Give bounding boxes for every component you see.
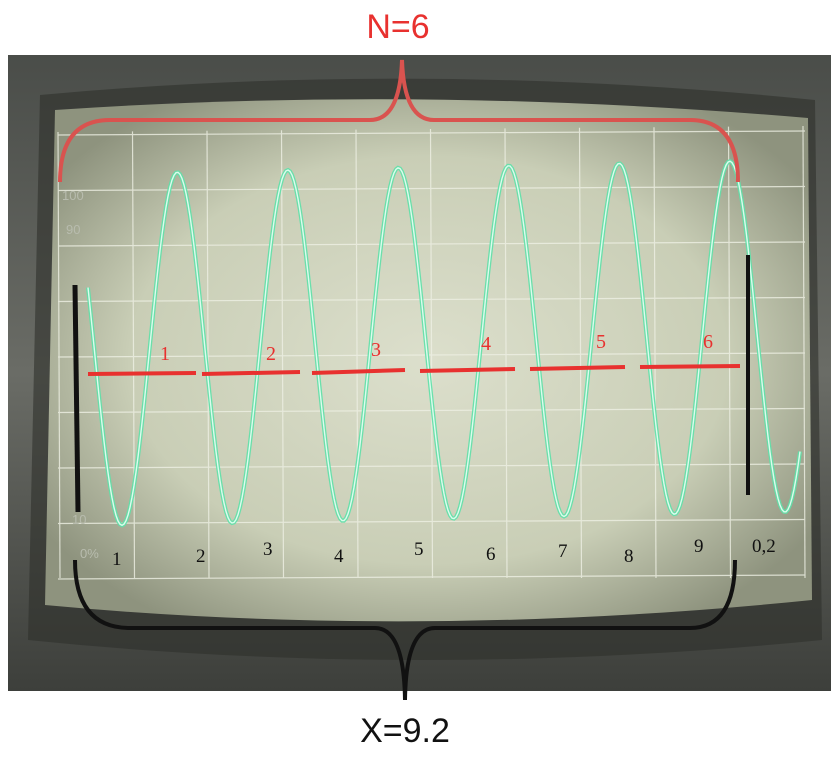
graticule-label: 90 (66, 222, 80, 237)
division-label: 4 (334, 546, 344, 567)
grid-line (206, 130, 210, 579)
grid-line (578, 127, 583, 579)
grid-line (355, 129, 359, 579)
cycle-label: 4 (481, 333, 491, 355)
cycle-label: 6 (703, 331, 713, 353)
graticule-label: 100 (62, 188, 84, 203)
cycle-label: 3 (371, 339, 381, 361)
grid-line (802, 125, 806, 579)
top-brace (58, 59, 740, 183)
grid-line (727, 126, 732, 579)
division-label: 2 (196, 546, 206, 567)
top-label: N=6 (366, 8, 429, 46)
waveform-core (87, 160, 801, 527)
grid-line (57, 131, 61, 579)
grid-line (280, 130, 285, 579)
division-label: 7 (558, 541, 568, 562)
graticule-label: 10 (72, 512, 86, 527)
division-label: 5 (414, 539, 424, 560)
grid-line (57, 296, 806, 303)
graticule-label: 0% (80, 546, 99, 561)
start-marker (72, 284, 81, 513)
cycle-label: 5 (596, 331, 606, 353)
grid-line (57, 518, 806, 525)
division-label: 3 (263, 539, 273, 560)
grid-line (57, 352, 806, 358)
division-label: 8 (624, 546, 634, 567)
grid-line (57, 463, 806, 469)
bottom-label: X=9.2 (360, 712, 450, 750)
grid-line (57, 241, 806, 247)
grid-line (57, 185, 806, 192)
grid-line (131, 131, 136, 579)
bottom-brace (73, 559, 737, 701)
cycle-label: 1 (160, 343, 170, 365)
grid-line (653, 127, 657, 579)
cycle-label: 2 (266, 343, 276, 365)
division-label: 0,2 (752, 536, 776, 557)
grid-line (429, 128, 434, 579)
division-label: 6 (486, 544, 496, 565)
grid-line (57, 130, 806, 136)
division-label: 1 (112, 549, 122, 570)
division-label: 9 (694, 536, 704, 557)
grid-line (504, 128, 508, 579)
grid-line (57, 574, 806, 580)
cycle-line (87, 364, 741, 376)
